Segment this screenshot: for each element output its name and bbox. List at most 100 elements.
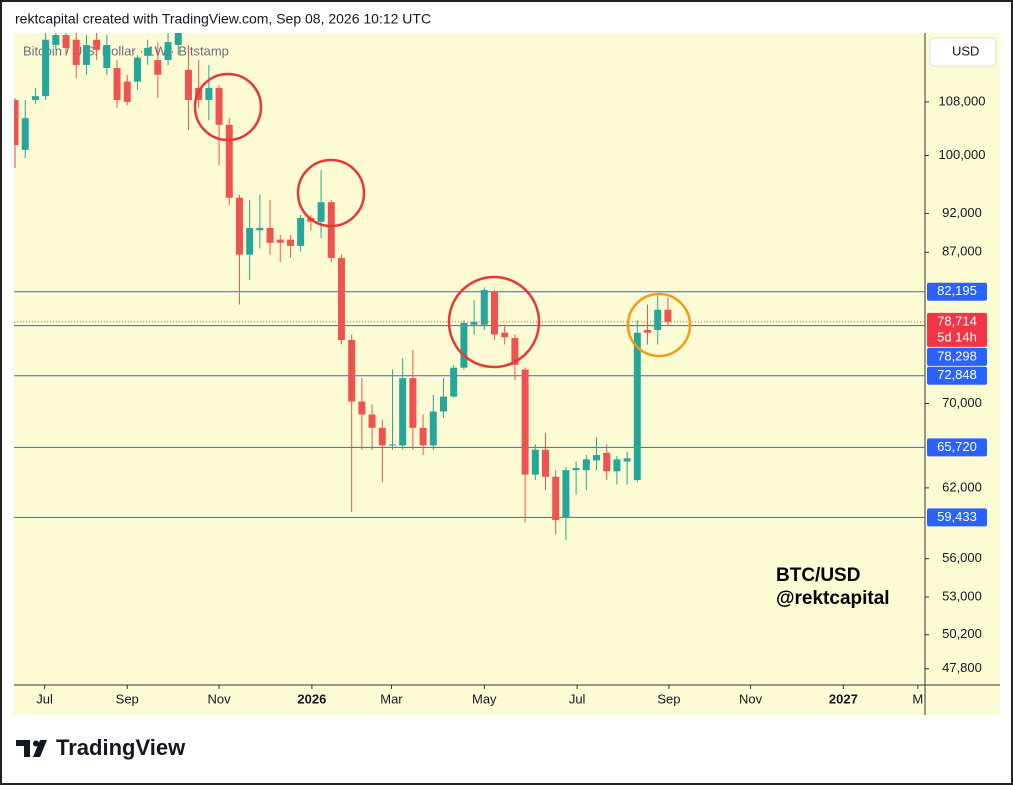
candle-body bbox=[470, 322, 478, 325]
x-tick-label: M bbox=[912, 691, 923, 706]
candle-body bbox=[103, 45, 111, 68]
candle-body bbox=[582, 459, 590, 471]
countdown: 5d 14h bbox=[937, 329, 977, 344]
candle-body bbox=[286, 239, 294, 246]
highlight-circle bbox=[447, 275, 541, 369]
brand-logo: TradingView bbox=[16, 735, 186, 760]
x-tick-label: Sep bbox=[657, 691, 680, 706]
candle-body bbox=[154, 60, 162, 75]
candle-body bbox=[613, 459, 621, 472]
level-label-box bbox=[927, 282, 987, 301]
y-tick-label: 100,000 bbox=[939, 147, 986, 162]
x-tick-label: Jul bbox=[569, 691, 586, 706]
candle-body bbox=[419, 427, 427, 446]
candle-body bbox=[31, 96, 39, 100]
candle-body bbox=[460, 322, 468, 368]
x-tick-label: Mar bbox=[380, 691, 403, 706]
candle-body bbox=[633, 332, 641, 481]
candle-body bbox=[450, 367, 458, 397]
candle-body bbox=[123, 81, 131, 102]
candle-body bbox=[623, 458, 631, 462]
candle-body bbox=[174, 33, 182, 46]
candle-body bbox=[542, 449, 550, 477]
currency-box bbox=[929, 37, 997, 67]
x-tick-label: May bbox=[472, 691, 497, 706]
candle-body bbox=[654, 309, 662, 331]
header: rektcapital created with TradingView.com… bbox=[15, 11, 431, 27]
last-price-label: 78,714 bbox=[937, 313, 977, 328]
y-tick-label: 70,000 bbox=[942, 395, 982, 410]
candle-body bbox=[531, 449, 539, 475]
currency: USD bbox=[952, 43, 979, 58]
x-tick-label: 2027 bbox=[829, 691, 858, 706]
logo-dot bbox=[33, 740, 39, 747]
overlay bbox=[193, 72, 692, 369]
candle-body bbox=[246, 227, 254, 255]
candle-body bbox=[603, 452, 611, 472]
y-tick-label: 53,000 bbox=[942, 588, 982, 603]
candle-body bbox=[297, 217, 305, 246]
y-tick-label: 108,000 bbox=[939, 93, 986, 108]
candle-body bbox=[429, 411, 437, 446]
y-tick-label: 87,000 bbox=[942, 244, 982, 259]
candle-body bbox=[501, 332, 509, 338]
candle-body bbox=[664, 309, 672, 322]
candle-body bbox=[562, 470, 570, 518]
brand: TradingView bbox=[56, 735, 186, 760]
candle-body bbox=[511, 338, 519, 365]
x-tick-label: 2026 bbox=[297, 691, 326, 706]
level-label: 65,720 bbox=[937, 439, 977, 454]
logo-mark bbox=[16, 740, 47, 757]
symbol-title: Bitcoin / U.S. Dollar · 1W · Bitstamp bbox=[23, 43, 229, 58]
watermark: BTC/USD bbox=[776, 565, 860, 586]
candle-body bbox=[593, 455, 601, 461]
y-tick-label: 50,200 bbox=[942, 626, 982, 641]
candle-body bbox=[572, 468, 580, 471]
highlight-circle bbox=[626, 292, 692, 358]
level-label-box bbox=[927, 366, 987, 385]
level-label: 59,433 bbox=[937, 509, 977, 524]
candle-body bbox=[378, 427, 386, 446]
candle-body bbox=[317, 202, 325, 222]
level-label-box bbox=[927, 508, 987, 527]
candle-body bbox=[42, 39, 50, 97]
x-tick-label: Jul bbox=[36, 691, 53, 706]
highlight-circle bbox=[296, 158, 366, 228]
candle-body bbox=[184, 69, 192, 100]
candle-body bbox=[225, 124, 233, 198]
level-label-box bbox=[927, 438, 987, 457]
candle-body bbox=[235, 197, 243, 255]
candle-body bbox=[21, 118, 29, 150]
candle-body bbox=[409, 378, 417, 428]
level-label: 78,298 bbox=[937, 348, 977, 363]
candle-body bbox=[113, 67, 121, 100]
candle-body bbox=[14, 99, 19, 146]
level-label: 82,195 bbox=[937, 283, 977, 298]
candle-body bbox=[388, 444, 396, 446]
x-tick-label: Nov bbox=[207, 691, 231, 706]
candle-body bbox=[348, 339, 356, 402]
candle-body bbox=[256, 227, 264, 231]
level-label: 72,848 bbox=[937, 367, 977, 382]
candle-body bbox=[164, 42, 172, 61]
candle-body bbox=[439, 396, 447, 412]
last-price-box bbox=[927, 312, 987, 347]
candle-body bbox=[337, 257, 345, 340]
candle-body bbox=[399, 378, 407, 446]
y-tick-label: 62,000 bbox=[942, 479, 982, 494]
candle-body bbox=[358, 401, 366, 415]
chart-background bbox=[14, 33, 1000, 715]
candle-body bbox=[266, 227, 274, 243]
candle-body bbox=[644, 330, 652, 333]
candle-body bbox=[82, 45, 90, 65]
candle-body bbox=[205, 87, 213, 100]
candle-body bbox=[368, 414, 376, 428]
candle-body bbox=[552, 476, 560, 521]
candle-body bbox=[144, 48, 152, 56]
y-tick-label: 92,000 bbox=[942, 205, 982, 220]
candle-body bbox=[93, 39, 101, 50]
candle-body bbox=[133, 57, 141, 82]
y-tick-label: 47,800 bbox=[942, 660, 982, 675]
